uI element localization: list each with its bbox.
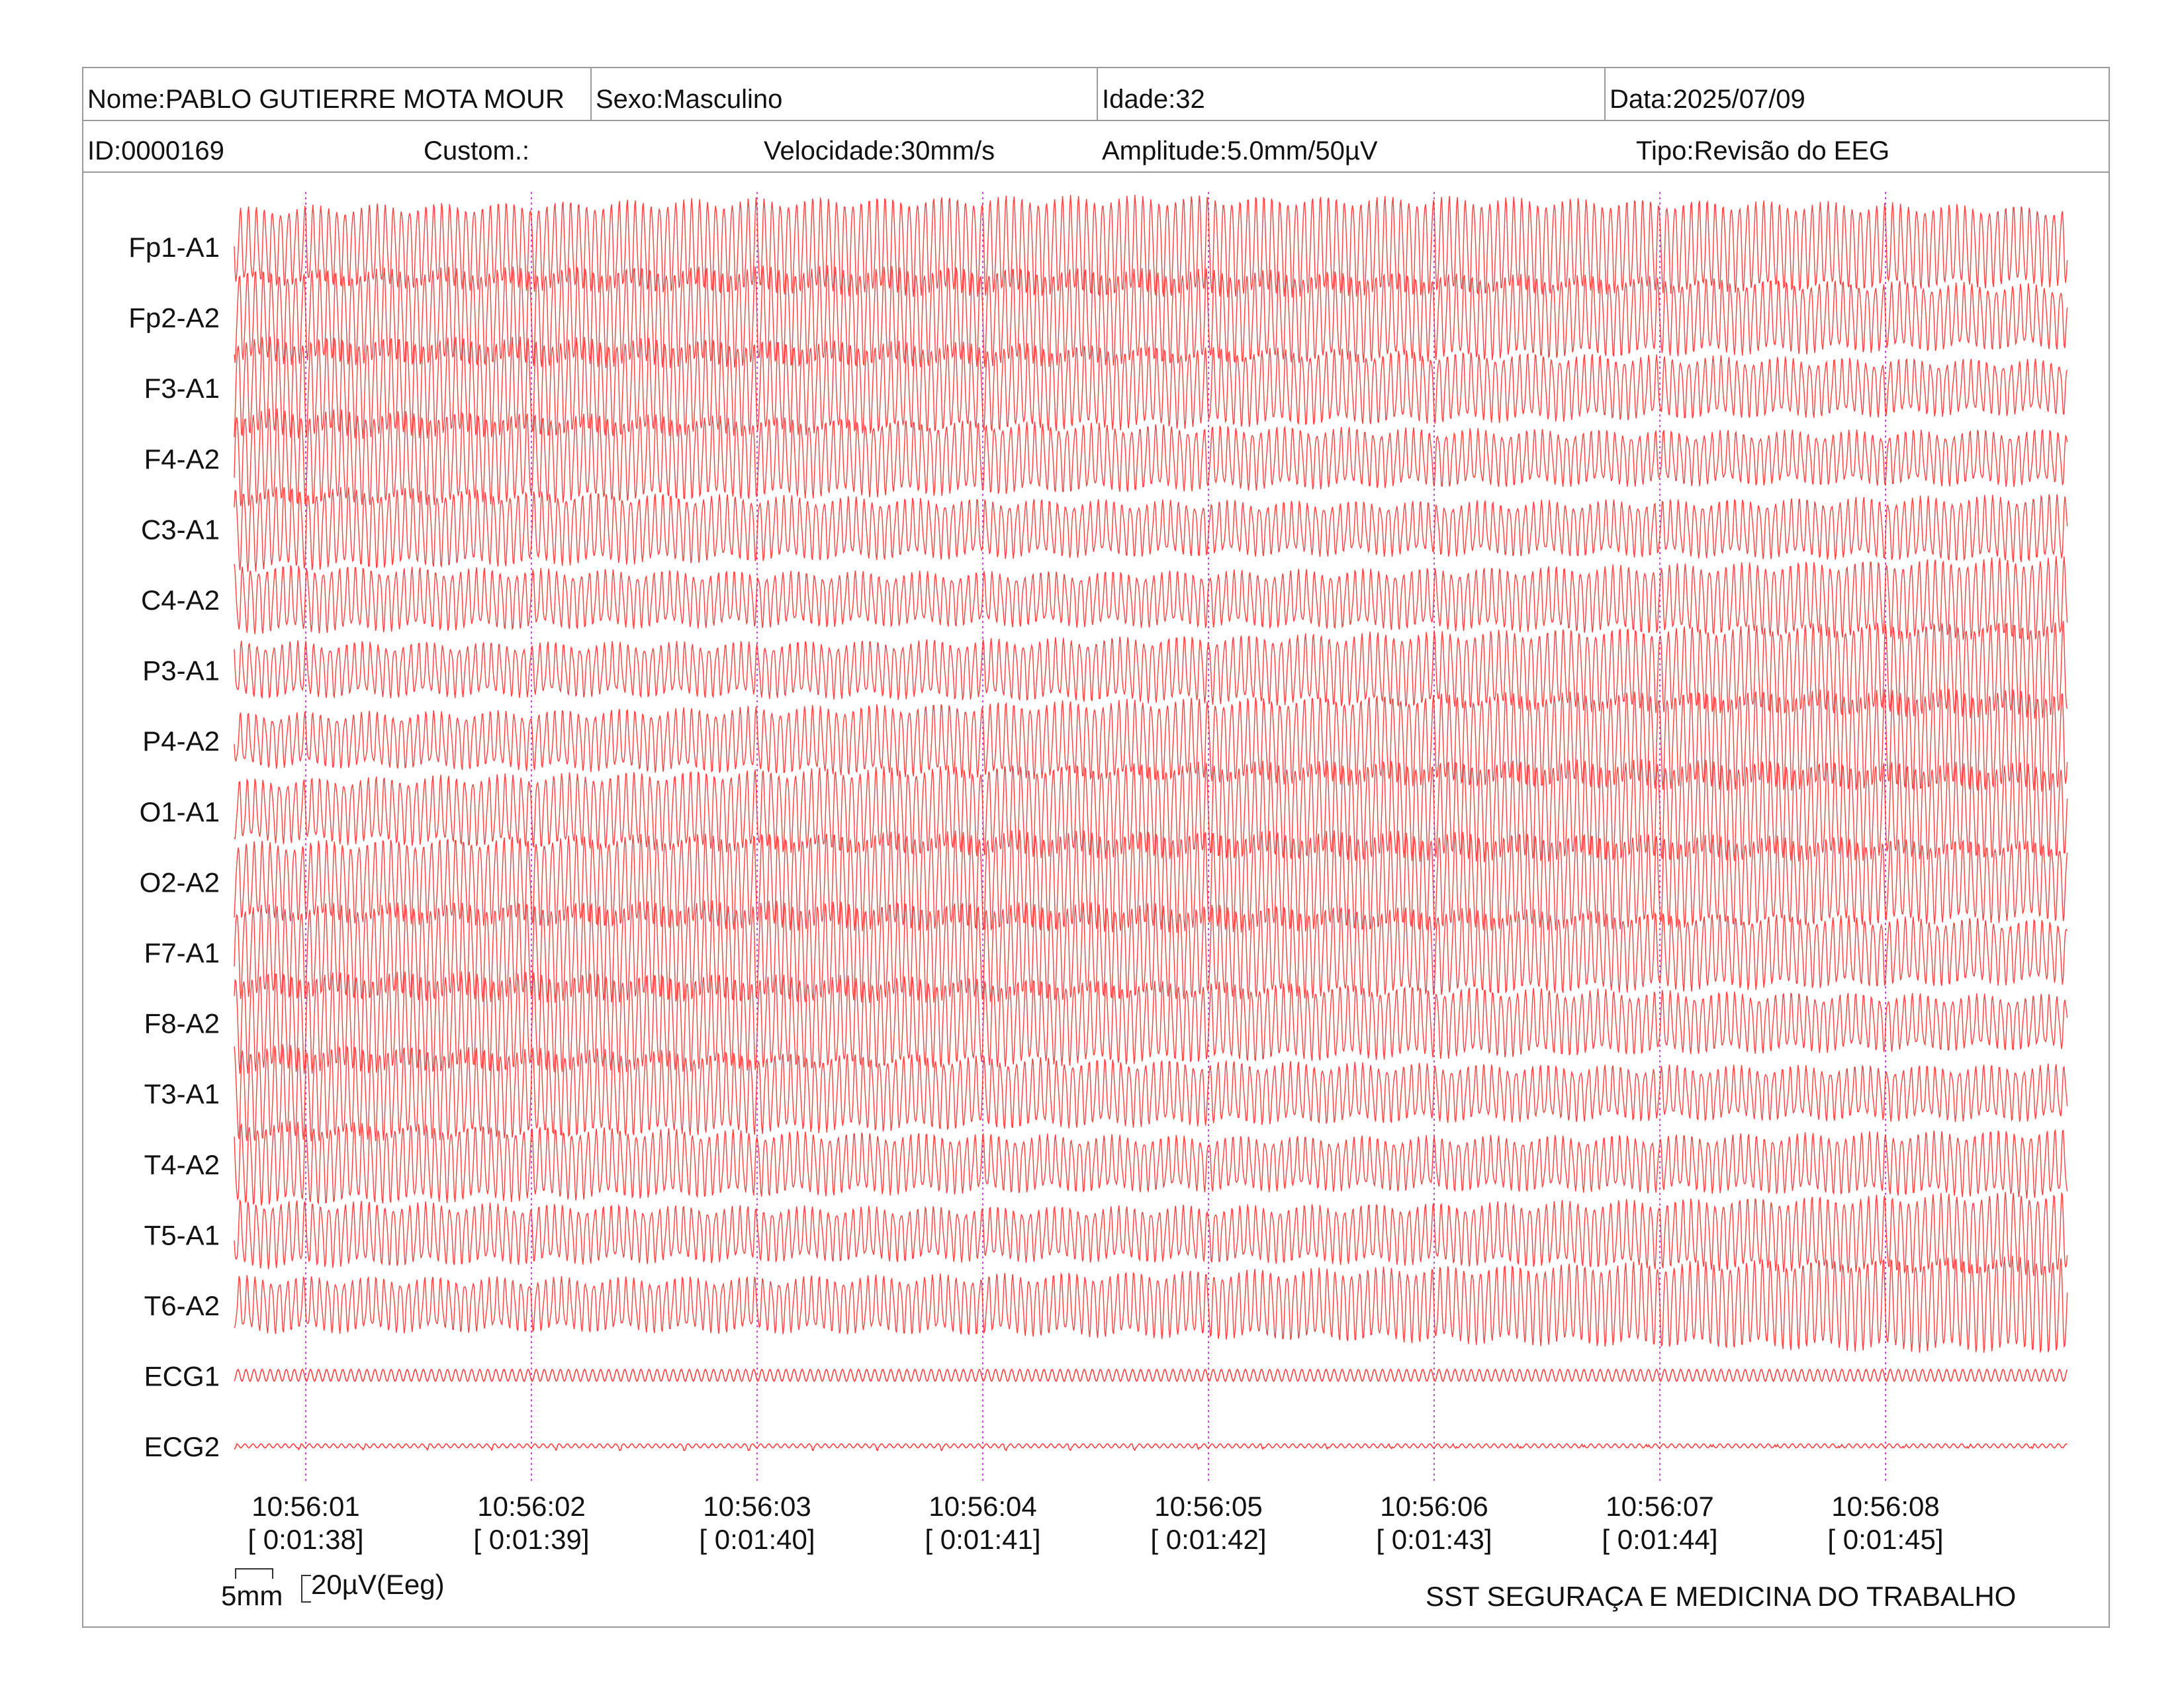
channel-trace [234, 971, 2068, 1074]
elapsed-tick-label: [ 0:01:43] [1376, 1524, 1492, 1555]
channel-trace [234, 830, 2068, 933]
channel-trace [234, 620, 2068, 719]
channel-label: ECG1 [144, 1361, 220, 1392]
time-tick-label: 10:56:06 [1380, 1491, 1488, 1522]
channel-label: F8-A2 [144, 1008, 220, 1039]
patient-age: Idade:32 [1102, 85, 1205, 114]
amplitude-setting: Amplitude:5.0mm/50µV [1102, 136, 1378, 165]
custom-field: Custom.: [424, 136, 530, 165]
channel-label: O2-A2 [140, 867, 220, 898]
time-tick-label: 10:56:07 [1606, 1491, 1714, 1522]
elapsed-tick-label: [ 0:01:44] [1602, 1524, 1717, 1555]
patient-id: ID:0000169 [87, 136, 224, 165]
channel-label: C4-A2 [141, 585, 220, 616]
header-column-divider [1097, 67, 1098, 120]
time-tick-label: 10:56:08 [1831, 1491, 1940, 1522]
time-tick-label: 10:56:05 [1154, 1491, 1263, 1522]
header-divider [82, 120, 2110, 121]
channel-trace [234, 688, 2068, 792]
channel-trace [234, 408, 2068, 506]
elapsed-tick-label: [ 0:01:41] [925, 1524, 1040, 1555]
channel-label: T5-A1 [144, 1219, 220, 1250]
channel-label: Fp1-A1 [128, 232, 220, 263]
channel-trace [234, 1044, 2068, 1142]
time-tick-label: 10:56:02 [477, 1491, 586, 1522]
time-tick-label: 10:56:01 [251, 1491, 360, 1522]
channel-label: F4-A2 [144, 444, 220, 475]
company-name: SST SEGURAÇA E MEDICINA DO TRABALHO [1426, 1581, 2017, 1612]
time-scale-label: 5mm [221, 1580, 283, 1611]
channel-label: F7-A1 [144, 937, 220, 968]
header-column-divider [1604, 67, 1606, 120]
channel-label: O1-A1 [140, 796, 220, 827]
paper-speed: Velocidade:30mm/s [764, 136, 995, 165]
channel-trace [234, 1192, 2068, 1277]
channel-trace [234, 265, 2068, 369]
channel-label: T4-A2 [144, 1149, 220, 1180]
channel-trace [234, 555, 2068, 640]
time-tick-label: 10:56:04 [929, 1491, 1037, 1522]
channel-label: P3-A1 [142, 655, 220, 686]
channel-trace [234, 195, 2068, 298]
amplitude-scale-label: 20µV(Eeg) [311, 1569, 445, 1600]
channel-label: C3-A1 [141, 514, 220, 545]
channel-trace [234, 759, 2068, 863]
channel-trace [234, 336, 2068, 440]
patient-name: Nome:PABLO GUTIERRE MOTA MOUR [87, 85, 565, 114]
amplitude-scale-bar [301, 1575, 311, 1603]
report-frame [82, 67, 2110, 1628]
header-column-divider [590, 67, 592, 120]
channel-label: P4-A2 [142, 726, 220, 757]
time-scale-bar [235, 1568, 273, 1579]
channel-trace [234, 487, 2068, 573]
elapsed-tick-label: [ 0:01:38] [248, 1524, 363, 1555]
channel-trace [234, 1121, 2068, 1206]
channel-trace [234, 1442, 2068, 1452]
elapsed-tick-label: [ 0:01:39] [473, 1524, 589, 1555]
channel-trace [234, 900, 2068, 1004]
channel-label: Fp2-A2 [128, 303, 220, 334]
channel-label: F3-A1 [144, 373, 220, 404]
elapsed-tick-label: [ 0:01:40] [699, 1524, 815, 1555]
header-divider [82, 171, 2110, 173]
elapsed-tick-label: [ 0:01:42] [1150, 1524, 1266, 1555]
channel-label: ECG2 [144, 1431, 220, 1462]
channel-trace [234, 1368, 2068, 1382]
channel-label: T6-A2 [144, 1290, 220, 1321]
patient-sex: Sexo:Masculino [594, 85, 783, 114]
elapsed-tick-label: [ 0:01:45] [1827, 1524, 1943, 1555]
channel-trace [234, 1256, 2068, 1354]
review-type: Tipo:Revisão do EEG [1636, 136, 1890, 165]
time-tick-label: 10:56:03 [703, 1491, 811, 1522]
exam-date: Data:2025/07/09 [1610, 85, 1805, 114]
channel-label: T3-A1 [144, 1078, 220, 1109]
